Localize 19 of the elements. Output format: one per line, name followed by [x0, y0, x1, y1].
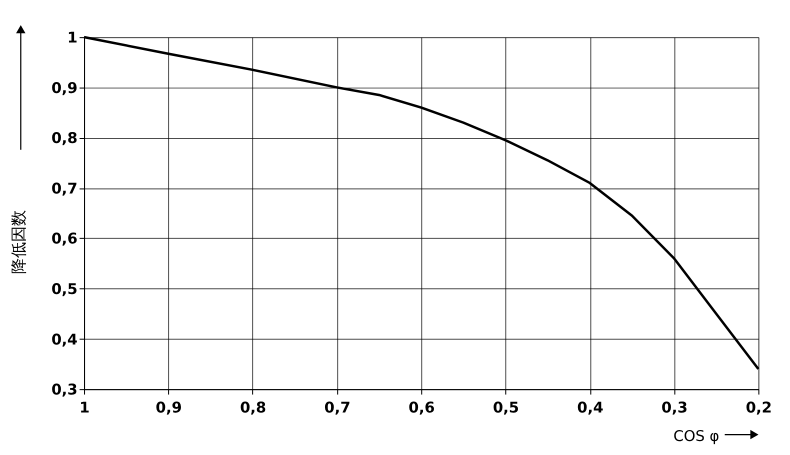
- y-tick-label: 0,7: [51, 180, 78, 198]
- x-tick-label: 0,4: [577, 399, 604, 416]
- x-tick-label: 0,9: [156, 399, 182, 416]
- y-tick-label: 1: [67, 30, 78, 47]
- x-tick-label: 0,8: [240, 399, 266, 416]
- y-tick-label: 0,6: [51, 230, 78, 248]
- x-tick-label: 0,6: [408, 399, 435, 416]
- x-tick-label: 0,7: [324, 399, 351, 416]
- y-tick-label: 0,4: [51, 331, 78, 348]
- x-tick-label: 0,2: [746, 399, 772, 416]
- x-tick-label: 1: [79, 399, 90, 416]
- y-tick-label: 0,9: [51, 80, 78, 97]
- x-tick-label: 0,5: [492, 399, 520, 416]
- y-tick-label: 0,8: [51, 130, 78, 148]
- y-axis-title: 降低因数: [9, 210, 28, 274]
- y-tick-label: 0,5: [51, 281, 78, 298]
- y-tick-label: 0,3: [51, 382, 78, 399]
- x-tick-label: 0,3: [661, 399, 688, 416]
- x-axis-title: COS φ: [673, 428, 720, 446]
